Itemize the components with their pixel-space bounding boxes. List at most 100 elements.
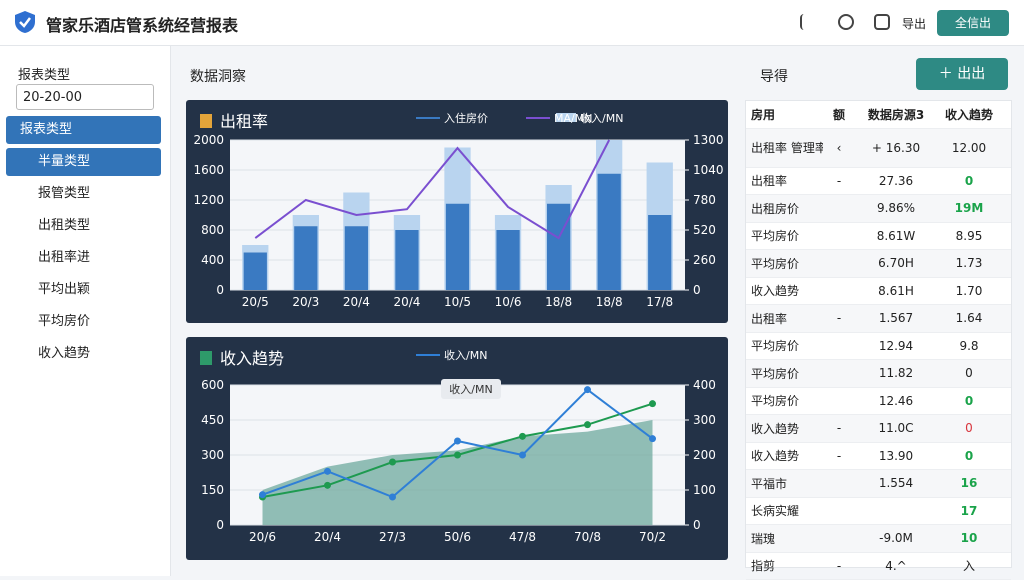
table-cell: -	[823, 174, 855, 188]
table-cell: 平均房价	[746, 337, 823, 354]
x-tick-label: 70/2	[639, 530, 666, 544]
point	[649, 400, 656, 407]
table-cell: 平均房价	[746, 392, 823, 409]
title-icon	[200, 114, 212, 128]
sidebar-item[interactable]: 平均房价	[6, 308, 161, 336]
table-cell: 0	[937, 449, 1001, 463]
title-icon	[200, 351, 212, 365]
table-cell: 27.36	[855, 174, 937, 188]
table-cell: 平均房价	[746, 365, 823, 382]
table-cell: -	[823, 421, 855, 435]
y-tick-label: 0	[216, 518, 224, 532]
y-tick-label: 2000	[193, 133, 224, 147]
table-cell: 指剪	[746, 557, 823, 574]
y-tick-label: 1200	[193, 193, 224, 207]
x-tick-label: 20/5	[242, 295, 269, 309]
section-heading: 数据洞察	[190, 66, 246, 86]
annotation: 收入/MN	[449, 382, 492, 396]
y-tick-label: 1600	[193, 163, 224, 177]
add-button[interactable]: ＋ 出出	[916, 58, 1008, 90]
table-cell: 入	[937, 557, 1001, 574]
y2-tick-label: 0	[693, 283, 701, 297]
sidebar-item[interactable]: 收入趋势	[6, 340, 161, 368]
sort-icon[interactable]	[800, 14, 816, 30]
table-cell: 瑞瑰	[746, 530, 823, 547]
table-cell: 9.8	[937, 339, 1001, 353]
table-cell: 0	[937, 174, 1001, 188]
header: 管家乐酒店管系统经营报表 导出 全信出	[0, 0, 1024, 46]
y2-tick-label: 400	[693, 378, 716, 392]
table-cell: 长病实耀	[746, 502, 823, 519]
add-button-label: 出出	[957, 66, 985, 82]
header-button[interactable]: 全信出	[937, 10, 1009, 36]
legend-label: MA/MN	[554, 112, 592, 125]
table-cell: 12.00	[937, 141, 1001, 155]
bar	[496, 230, 519, 290]
header-cell: 房用	[746, 106, 823, 123]
x-tick-label: 10/6	[495, 295, 522, 309]
bar	[648, 215, 671, 290]
sidebar-item[interactable]: 半量类型	[6, 148, 161, 176]
chart-title: 收入趋势	[220, 349, 284, 368]
table-cell: 收入趋势	[746, 447, 823, 464]
point	[324, 468, 331, 475]
table-cell: 10	[937, 531, 1001, 545]
y2-tick-label: 300	[693, 413, 716, 427]
sidebar-item[interactable]: 平均出颖	[6, 276, 161, 304]
x-tick-label: 20/4	[314, 530, 341, 544]
table-cell: 0	[937, 421, 1001, 435]
y-tick-label: 400	[201, 253, 224, 267]
refresh-icon[interactable]	[838, 14, 854, 30]
y2-tick-label: 200	[693, 448, 716, 462]
bar	[345, 226, 368, 290]
sidebar-active[interactable]: 报表类型	[6, 116, 161, 144]
export-link[interactable]: 导出	[902, 15, 926, 32]
x-tick-label: 47/8	[509, 530, 536, 544]
table-cell: 1.64	[937, 311, 1001, 325]
x-tick-label: 18/8	[545, 295, 572, 309]
y-tick-label: 450	[201, 413, 224, 427]
point	[519, 433, 526, 440]
section-sub: 导得	[760, 66, 788, 86]
table-cell: 9.86%	[855, 201, 937, 215]
x-tick-label: 17/8	[646, 295, 673, 309]
header-cell: 数据房源3	[855, 106, 937, 123]
table-cell: ‹	[823, 141, 855, 155]
y-tick-label: 150	[201, 483, 224, 497]
x-tick-label: 27/3	[379, 530, 406, 544]
point	[454, 438, 461, 445]
table-cell: 出租率	[746, 172, 823, 189]
x-tick-label: 70/8	[574, 530, 601, 544]
sidebar-item[interactable]: 出租类型	[6, 212, 161, 240]
legend-label: 收入/MN	[444, 348, 487, 362]
sidebar-item[interactable]: 报管类型	[6, 180, 161, 208]
date-input[interactable]: 20-20-00	[16, 84, 154, 110]
table-cell: 收入趋势	[746, 282, 823, 299]
folder-icon[interactable]	[874, 14, 890, 30]
table-cell: + 16.30	[855, 141, 937, 155]
bar	[598, 174, 621, 290]
point	[519, 452, 526, 459]
bar	[244, 253, 267, 291]
point	[389, 494, 396, 501]
y2-tick-label: 100	[693, 483, 716, 497]
table-cell: 0	[937, 366, 1001, 380]
table-cell: 8.95	[937, 229, 1001, 243]
y-tick-label: 800	[201, 223, 224, 237]
sidebar-item[interactable]: 出租率进	[6, 244, 161, 272]
x-tick-label: 18/8	[596, 295, 623, 309]
table-cell: 平均房价	[746, 227, 823, 244]
table-cell: 13.90	[855, 449, 937, 463]
